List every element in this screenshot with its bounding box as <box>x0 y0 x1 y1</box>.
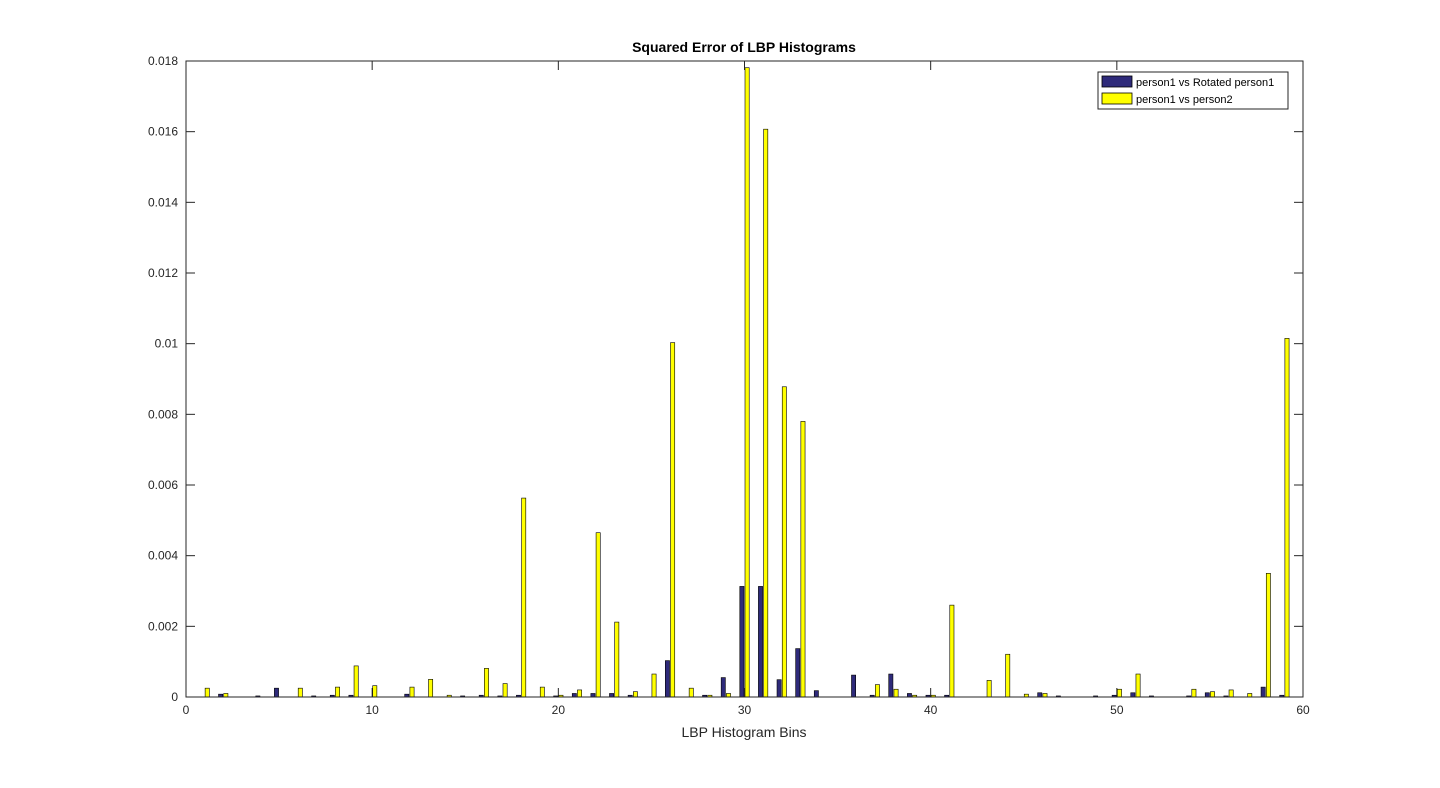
bar-series-1-bin-26 <box>665 660 670 698</box>
bar-series-2-bin-31 <box>763 128 769 698</box>
bar-series-2-bin-19 <box>539 686 545 698</box>
bar-series-2-bin-41 <box>949 604 955 698</box>
legend-swatch-series-2 <box>1101 92 1133 105</box>
bar-series-1-bin-5 <box>274 687 279 698</box>
bar-series-2-bin-1 <box>204 687 210 698</box>
bar-series-1-bin-51 <box>1130 692 1136 698</box>
bar-series-2-bin-26 <box>670 342 676 698</box>
x-tick-label: 30 <box>738 703 752 717</box>
bar-series-2-bin-22 <box>595 532 601 698</box>
bar-series-2-bin-43 <box>986 680 992 698</box>
bar-series-2-bin-9 <box>353 665 359 698</box>
x-tick-label: 20 <box>552 703 566 717</box>
y-tick-label: 0.002 <box>148 619 178 633</box>
bar-series-1-bin-29 <box>720 677 726 698</box>
bar-series-1-bin-36 <box>851 674 856 698</box>
bar-series-2-bin-21 <box>577 689 582 698</box>
bar-series-2-bin-57 <box>1247 693 1253 698</box>
bar-series-2-bin-16 <box>484 668 489 698</box>
x-tick-label: 50 <box>1110 703 1124 717</box>
bar-series-2-bin-33 <box>800 421 806 698</box>
y-tick-label: 0.006 <box>148 478 178 492</box>
bar-series-2-bin-6 <box>297 687 303 698</box>
bar-series-1-bin-39 <box>907 693 912 698</box>
bar-series-2-bin-29 <box>726 693 731 698</box>
legend-label-series-2: person1 vs person2 <box>1136 94 1233 106</box>
legend[interactable]: person1 vs Rotated person1 person1 vs pe… <box>1097 71 1289 110</box>
bar-series-2-bin-27 <box>688 687 694 698</box>
bar-series-2-bin-17 <box>502 683 508 698</box>
bar-series-2-bin-8 <box>335 686 340 698</box>
bar-series-1-bin-58 <box>1260 686 1266 698</box>
bar-series-2-bin-30 <box>744 67 750 698</box>
bar-series-1-bin-30 <box>739 586 745 698</box>
bar-series-2-bin-2 <box>223 693 229 698</box>
tick-labels-group: 0 10 20 30 40 50 60 0 0.002 0.004 0.006 0.008 0.01 0.… <box>148 54 1310 717</box>
bar-series-2-bin-13 <box>428 679 434 698</box>
bar-series-1-bin-21 <box>571 693 577 698</box>
bar-series-2-bin-54 <box>1191 688 1197 698</box>
plot-frame <box>185 60 1304 698</box>
bar-series-2-bin-56 <box>1228 689 1234 698</box>
bar-series-2-bin-50 <box>1117 688 1122 698</box>
bar-series-1-bin-38 <box>888 673 894 698</box>
legend-label-series-1: person1 vs Rotated person1 <box>1136 77 1274 89</box>
x-tick-label: 40 <box>924 703 938 717</box>
bar-series-2-bin-24 <box>632 691 638 698</box>
bar-series-2-bin-37 <box>875 684 880 698</box>
y-tick-label: 0 <box>171 690 178 704</box>
bar-series-2-bin-58 <box>1265 573 1271 698</box>
y-tick-label: 0.016 <box>148 125 178 139</box>
bar-series-2-bin-46 <box>1042 693 1048 698</box>
x-tick-label: 10 <box>365 703 379 717</box>
bar-series-1-bin-22 <box>590 693 596 698</box>
legend-swatch-series-1 <box>1101 75 1133 88</box>
bar-series-1-bin-46 <box>1037 692 1043 698</box>
chart-title: Squared Error of LBP Histograms <box>632 39 856 55</box>
bar-series-1-bin-33 <box>795 648 801 698</box>
y-tick-label: 0.014 <box>148 195 178 209</box>
bar-series-2-bin-18 <box>521 497 527 698</box>
bar-series-1-bin-55 <box>1204 692 1210 698</box>
bar-series-2-bin-59 <box>1284 338 1290 698</box>
bar-series-1-bin-32 <box>776 679 782 698</box>
bar-series-2-bin-23 <box>614 621 620 698</box>
bar-series-2-bin-55 <box>1210 691 1215 698</box>
bar-series-1-bin-23 <box>609 693 614 698</box>
bar-series-2-bin-32 <box>781 386 787 698</box>
y-tick-label: 0.008 <box>148 407 178 421</box>
plot-area <box>186 61 1303 697</box>
bar-series-1-bin-34 <box>813 690 819 698</box>
y-tick-label: 0.018 <box>148 54 178 68</box>
bar-series-2-bin-12 <box>409 686 415 698</box>
x-axis-label: LBP Histogram Bins <box>681 724 806 740</box>
bar-series-2-bin-51 <box>1135 673 1141 698</box>
bar-series-1-bin-31 <box>758 586 763 698</box>
bar-series-2-bin-38 <box>893 688 899 698</box>
bar-series-2-bin-44 <box>1005 653 1011 698</box>
bar-series-2-bin-10 <box>372 685 378 698</box>
y-tick-label: 0.01 <box>155 337 179 351</box>
x-tick-label: 0 <box>183 703 190 717</box>
x-tick-label: 60 <box>1296 703 1310 717</box>
y-tick-label: 0.004 <box>148 549 178 563</box>
bar-series-2-bin-25 <box>651 673 657 698</box>
y-tick-label: 0.012 <box>148 266 178 280</box>
